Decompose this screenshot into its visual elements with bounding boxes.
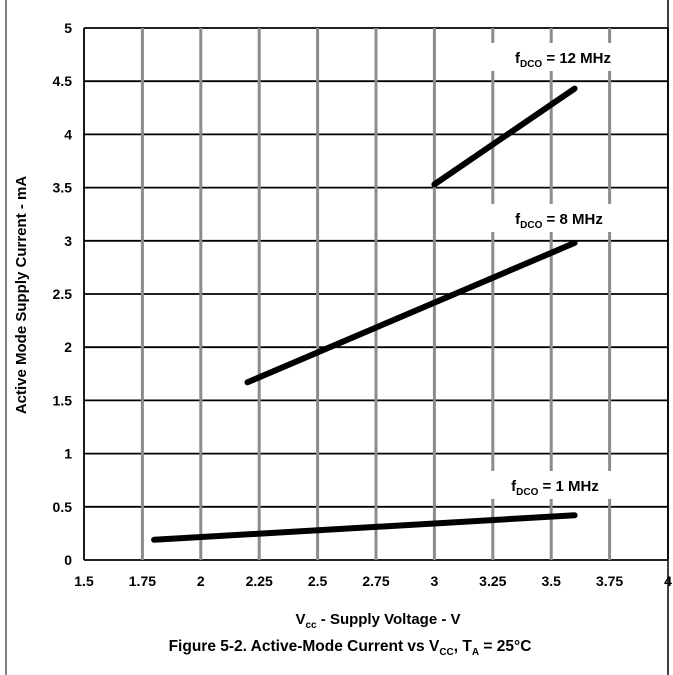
series-label-text: fDCO = 1 MHz bbox=[511, 478, 599, 498]
series-label-sub: DCO bbox=[520, 220, 542, 231]
x-axis-title-rest: - Supply Voltage - V bbox=[317, 611, 461, 628]
y-tick-label: 3.5 bbox=[53, 180, 73, 196]
series-label-bg bbox=[491, 43, 635, 71]
x-tick-label: 3.25 bbox=[479, 573, 506, 589]
series-label: fDCO = 8 MHz bbox=[487, 204, 631, 232]
series-label-rest: = 8 MHz bbox=[542, 211, 602, 228]
y-tick-label: 4.5 bbox=[53, 73, 73, 89]
x-tick-label: 1.75 bbox=[129, 573, 156, 589]
x-axis-title: Vcc - Supply Voltage - V bbox=[295, 611, 460, 631]
caption-tail: = 25°C bbox=[479, 638, 531, 655]
chart-caption: Figure 5-2. Active-Mode Current vs VCC, … bbox=[169, 638, 532, 658]
caption-v-sub: CC bbox=[439, 647, 453, 658]
x-axis-title-sub: cc bbox=[305, 620, 317, 631]
x-tick-label: 3 bbox=[431, 573, 439, 589]
series-label-bg bbox=[487, 204, 631, 232]
series-label: fDCO = 1 MHz bbox=[483, 471, 627, 499]
y-tick-label: 3 bbox=[64, 233, 72, 249]
x-tick-label: 3.5 bbox=[541, 573, 561, 589]
x-tick-label: 1.5 bbox=[74, 573, 94, 589]
y-tick-label: 5 bbox=[64, 20, 72, 36]
series-lines bbox=[151, 85, 578, 543]
y-tick-label: 2 bbox=[64, 339, 72, 355]
series-label-sub: DCO bbox=[520, 59, 542, 70]
caption-mid: , T bbox=[454, 638, 473, 655]
series-label-bg bbox=[483, 471, 627, 499]
series-line bbox=[244, 239, 578, 386]
x-axis-title-main: V bbox=[295, 611, 305, 628]
y-tick-label: 4 bbox=[64, 126, 72, 142]
x-tick-label: 2.75 bbox=[362, 573, 389, 589]
y-tick-label: 1.5 bbox=[53, 392, 73, 408]
y-tick-label: 2.5 bbox=[53, 286, 73, 302]
series-label-text: fDCO = 8 MHz bbox=[515, 211, 603, 231]
series-label-sub: DCO bbox=[516, 487, 538, 498]
x-tick-label: 2.25 bbox=[246, 573, 273, 589]
x-tick-label: 3.75 bbox=[596, 573, 623, 589]
y-tick-label: 0.5 bbox=[53, 499, 73, 515]
series-label-rest: = 1 MHz bbox=[538, 478, 598, 495]
series-label-main: f bbox=[515, 50, 521, 67]
series-label-main: f bbox=[515, 211, 521, 228]
y-axis-title: Active Mode Supply Current - mA bbox=[13, 176, 30, 415]
x-tick-label: 4 bbox=[664, 573, 672, 589]
series-line bbox=[431, 85, 578, 188]
series-label-rest: = 12 MHz bbox=[542, 50, 611, 67]
tick-labels: 0 0.5 1 1.5 2 2.5 3 3.5 4 4.5 5 1.5 1.75 2 2.25 2.5 2.75… bbox=[53, 20, 673, 589]
x-tick-label: 2 bbox=[197, 573, 205, 589]
y-tick-label: 0 bbox=[64, 552, 72, 568]
caption-t-sub: A bbox=[472, 647, 479, 658]
series-line bbox=[151, 512, 578, 543]
series-label-text: fDCO = 12 MHz bbox=[515, 50, 611, 70]
caption-main: Figure 5-2. Active-Mode Current vs V bbox=[169, 638, 440, 655]
x-tick-label: 2.5 bbox=[308, 573, 328, 589]
y-tick-label: 1 bbox=[64, 446, 72, 462]
series-label: fDCO = 12 MHz bbox=[491, 43, 635, 71]
series-label-main: f bbox=[511, 478, 517, 495]
